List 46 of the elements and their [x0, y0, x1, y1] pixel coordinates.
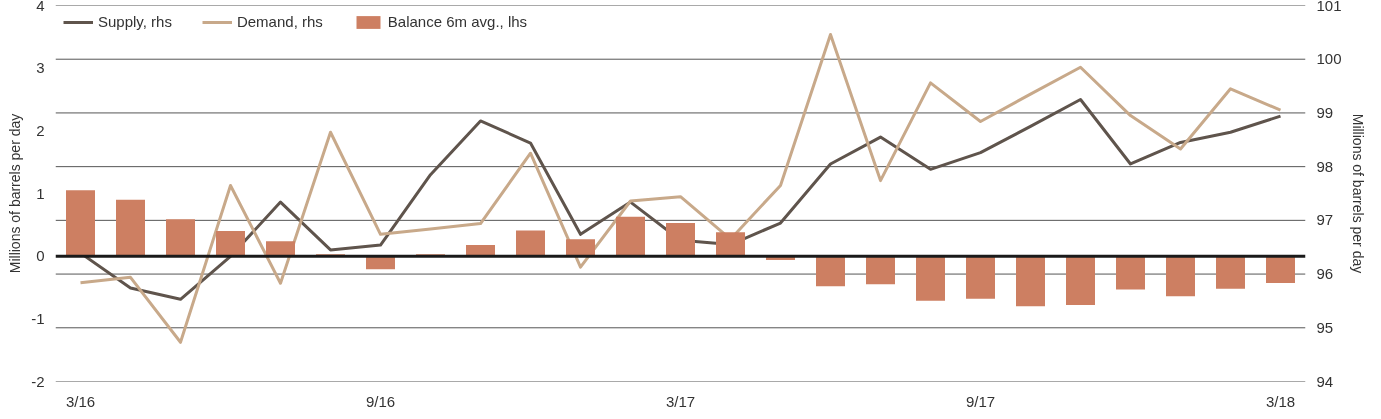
bar [966, 256, 995, 299]
bar [1066, 256, 1095, 306]
bar [616, 216, 645, 257]
legend-label: Demand, rhs [236, 13, 323, 30]
bar [1266, 256, 1295, 284]
y-tick-label: -1 [31, 309, 45, 327]
y2-tick-label: 97 [1316, 211, 1334, 229]
line-series [79, 33, 1282, 344]
bar [1116, 256, 1145, 290]
y-tick-label: 4 [36, 0, 45, 14]
bar [1016, 256, 1045, 307]
bar [266, 241, 295, 257]
legend-label: Balance 6m avg., lhs [387, 13, 528, 30]
bar [716, 232, 745, 257]
y2-tick-label: 99 [1316, 103, 1334, 121]
y-axis-title: Millions of barrels per day [7, 113, 24, 274]
bar [216, 231, 245, 257]
y2-tick-label: 95 [1316, 318, 1334, 336]
y2-tick-label: 98 [1316, 157, 1334, 175]
y2-axis-title: Millions of barrels per day [1349, 113, 1366, 274]
x-tick-label: 9/16 [365, 392, 396, 410]
bar [816, 256, 845, 287]
y2-tick-label: 94 [1316, 372, 1334, 390]
x-tick-label: 3/17 [665, 392, 696, 410]
bar [516, 230, 545, 257]
bar [1166, 256, 1195, 297]
x-tick-label: 3/18 [1265, 392, 1296, 410]
x-tick-label: 9/17 [965, 392, 996, 410]
y-tick-label: -2 [31, 372, 45, 390]
y-tick-label: 2 [36, 121, 45, 139]
bar [1216, 256, 1245, 289]
y-tick-label: 3 [36, 59, 45, 77]
y2-tick-label: 96 [1316, 265, 1334, 283]
bar [866, 256, 895, 285]
bar [116, 199, 145, 257]
bar [666, 222, 695, 257]
bar [66, 190, 95, 257]
legend-label: Supply, rhs [98, 13, 172, 30]
y-tick-label: 1 [36, 184, 45, 202]
x-tick-label: 3/16 [65, 392, 96, 410]
bar [166, 219, 195, 257]
y2-tick-label: 100 [1316, 50, 1342, 68]
bar [566, 239, 595, 257]
y-tick-label: 0 [36, 247, 45, 265]
bar [916, 256, 945, 301]
y2-tick-label: 101 [1316, 0, 1342, 14]
